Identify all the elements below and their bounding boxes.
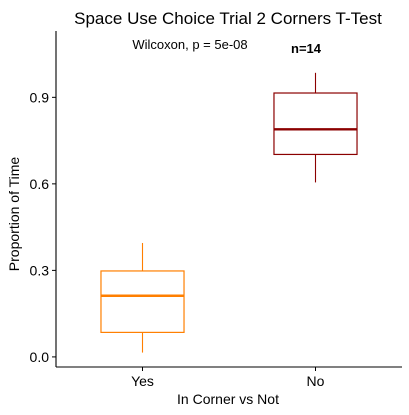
y-tick-label: 0.9 xyxy=(30,89,50,105)
box-yes xyxy=(100,270,185,333)
y-tick-label: 0.0 xyxy=(30,349,50,365)
test-annotation: Wilcoxon, p = 5e-08 xyxy=(132,37,247,52)
plot-area: 0.0 0.3 0.6 0.9 Yes No xyxy=(30,31,402,389)
y-axis-label: Proportion of Time xyxy=(6,157,22,272)
y-tick-label: 0.6 xyxy=(30,176,50,192)
chart-title: Space Use Choice Trial 2 Corners T-Test xyxy=(74,9,382,28)
x-tick-label-yes: Yes xyxy=(131,373,154,389)
sample-size-label: n=14 xyxy=(291,41,322,56)
x-tick-label-no: No xyxy=(307,373,325,389)
x-axis-label: In Corner vs Not xyxy=(177,391,279,407)
box-no xyxy=(273,92,358,156)
y-tick-label: 0.3 xyxy=(30,262,50,278)
